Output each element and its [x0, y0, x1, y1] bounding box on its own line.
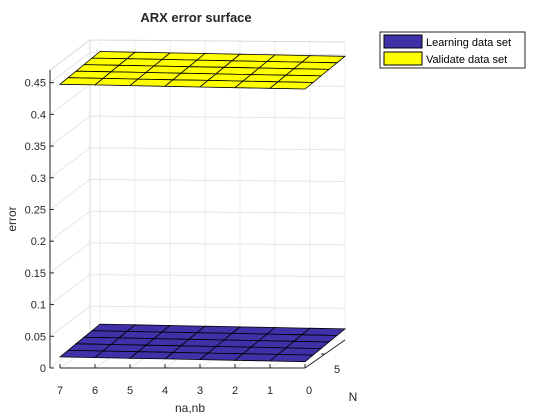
- x-tick-label: 7: [57, 385, 63, 397]
- z-gridline: [49, 179, 91, 210]
- z-gridline: [49, 52, 91, 84]
- surface-cell: [268, 81, 315, 90]
- z-tick-label: 0.05: [25, 331, 46, 343]
- legend-swatch-validate: [383, 51, 423, 66]
- surface-cell: [268, 353, 315, 363]
- surface-cell: [284, 68, 331, 77]
- z-tick-label: 0: [40, 363, 46, 375]
- x-tick-label: 5: [127, 385, 133, 397]
- z-tick-label: 0.25: [25, 204, 46, 216]
- z-tick-label: 0.35: [25, 141, 46, 153]
- z-gridline: [49, 83, 91, 115]
- x-tick-label: 6: [92, 385, 98, 397]
- z-tick-labels: 0 0.05 0.1 0.15 0.2 0.25 0.3 0.35 0.4 0.45: [25, 78, 54, 375]
- y-tick-label: 5: [334, 364, 340, 376]
- z-gridline: [49, 115, 91, 147]
- surface-cell: [276, 347, 323, 356]
- surface-cell: [300, 327, 347, 336]
- x-tick-label: 0: [306, 385, 312, 397]
- top-back-edge: [89, 39, 346, 43]
- z-tick-label: 0.4: [31, 109, 46, 121]
- surface-validate: [58, 51, 347, 90]
- surfaces: [58, 51, 347, 363]
- z-gridline-back: [89, 274, 346, 278]
- x-axis-label: na,nb: [175, 401, 205, 415]
- z-gridline-back: [89, 115, 346, 119]
- x-tick-label: 2: [232, 385, 238, 397]
- z-gridline: [49, 274, 91, 305]
- x-tick-label: 3: [197, 385, 203, 397]
- z-gridline-back: [89, 178, 346, 182]
- surface-cell: [292, 61, 339, 70]
- surface-cell: [284, 340, 331, 350]
- z-gridline: [49, 147, 91, 179]
- surface-learning: [58, 323, 347, 363]
- x-gridlines: [59, 42, 346, 369]
- legend: Learning data set Validate data set: [379, 31, 526, 69]
- z-tick-label: 0.2: [31, 236, 46, 248]
- x-tick-labels: 7 6 5 4 3 2 1 0: [57, 364, 312, 397]
- z-axis-label: error: [5, 206, 19, 231]
- y-axis-label: N: [349, 390, 358, 404]
- z-tick-label: 0.1: [31, 300, 46, 312]
- legend-swatch-learning: [383, 34, 423, 49]
- z-gridline-back: [89, 242, 346, 246]
- z-gridline: [49, 210, 91, 242]
- z-tick-label: 0.45: [25, 78, 46, 90]
- z-gridline-back: [89, 210, 346, 214]
- z-tick-label: 0.15: [25, 268, 46, 280]
- z-gridline: [49, 242, 91, 274]
- z-gridlines: [49, 52, 346, 369]
- y-tick-labels: 5: [321, 353, 340, 376]
- surface-cell: [300, 55, 347, 64]
- z-gridline-back: [89, 305, 346, 309]
- z-gridline: [49, 305, 91, 337]
- legend-label-validate: Validate data set: [426, 54, 507, 66]
- chart-title: ARX error surface: [140, 10, 251, 25]
- z-gridline-back: [89, 147, 346, 151]
- x-tick-label: 1: [267, 385, 273, 397]
- z-tick-label: 0.3: [31, 173, 46, 185]
- surface-cell: [292, 334, 339, 343]
- x-tick-label: 4: [162, 385, 168, 397]
- legend-label-learning: Learning data set: [426, 37, 511, 49]
- top-left-edge: [49, 39, 91, 71]
- axes-floor: [49, 70, 346, 369]
- surface-cell: [276, 74, 323, 83]
